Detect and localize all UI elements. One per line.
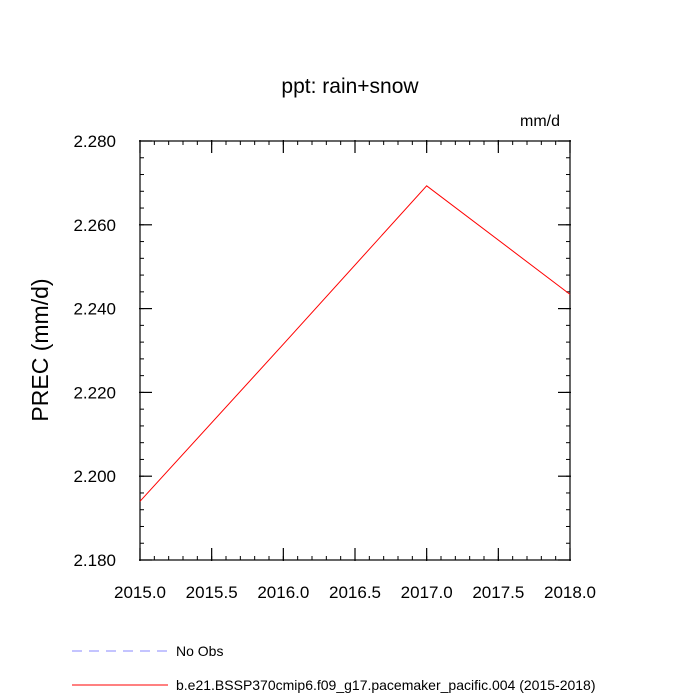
series-line	[139, 185, 571, 502]
legend-label: No Obs	[176, 643, 223, 659]
y-tick-label: 2.180	[73, 551, 116, 570]
y-tick-label: 2.220	[73, 383, 116, 402]
x-tick-label: 2018.0	[544, 583, 596, 602]
plot-frame	[139, 140, 571, 561]
y-tick-label: 2.240	[73, 300, 116, 319]
legend-label: b.e21.BSSP370cmip6.f09_g17.pacemaker_pac…	[176, 677, 596, 693]
y-tick-label: 2.280	[73, 132, 116, 151]
x-tick-label: 2015.5	[186, 583, 238, 602]
chart-title: ppt: rain+snow	[281, 75, 419, 98]
x-tick-label: 2016.0	[257, 583, 309, 602]
units-label: mm/d	[520, 113, 560, 130]
y-tick-label: 2.200	[73, 467, 116, 486]
x-tick-label: 2015.0	[114, 583, 166, 602]
y-axis-label: PREC (mm/d)	[27, 278, 53, 421]
x-tick-label: 2016.5	[329, 583, 381, 602]
x-tick-label: 2017.0	[401, 583, 453, 602]
y-tick-label: 2.260	[73, 216, 116, 235]
x-tick-label: 2017.5	[472, 583, 524, 602]
